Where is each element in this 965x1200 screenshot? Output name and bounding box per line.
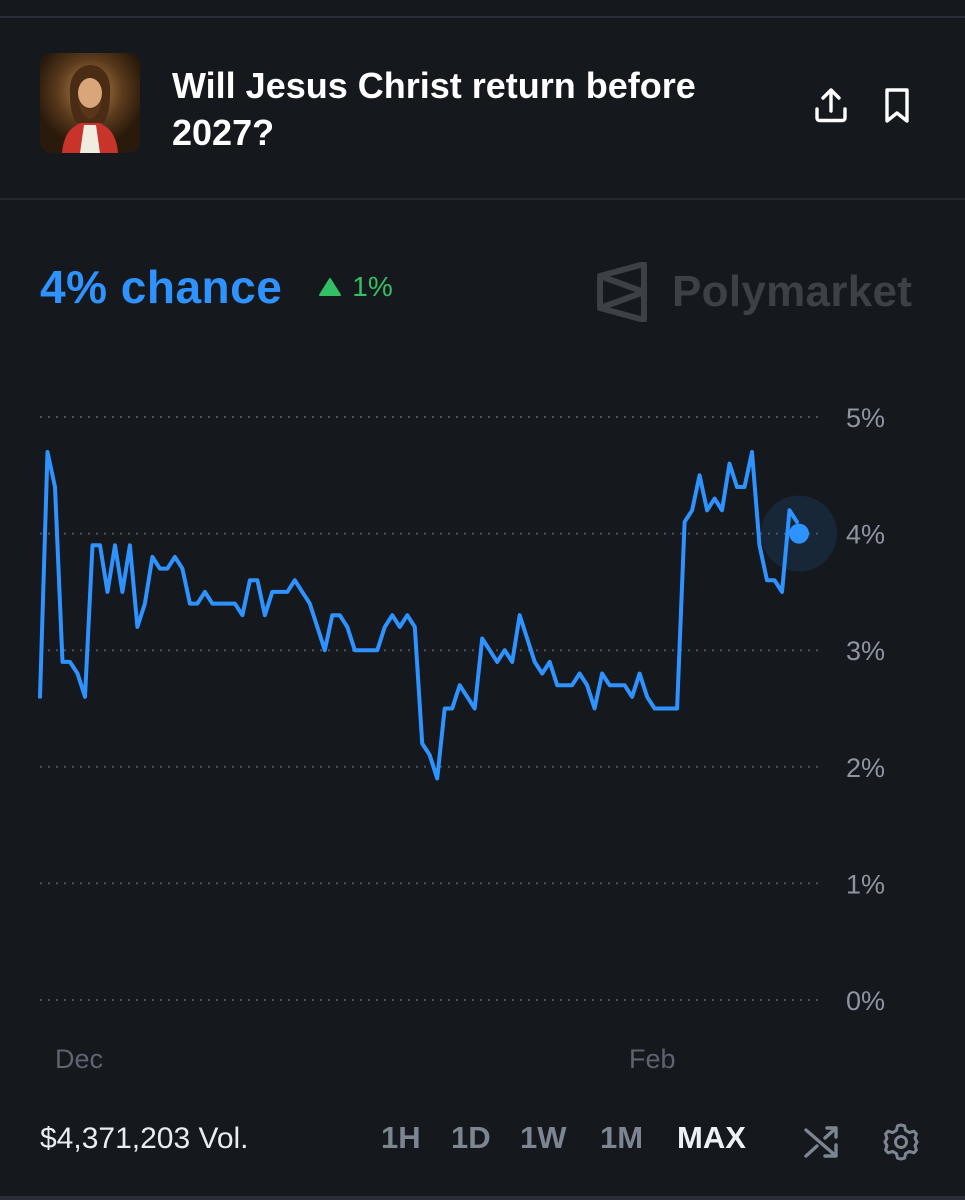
polymarket-logo-icon <box>597 262 647 322</box>
volume-label: $4,371,203 Vol. <box>40 1122 249 1155</box>
range-1w-button[interactable]: 1W <box>520 1120 567 1155</box>
share-icon <box>815 88 847 123</box>
triangle-up-icon <box>319 278 342 296</box>
range-1d-button[interactable]: 1D <box>451 1120 491 1155</box>
chance-value: 4% chance <box>40 261 283 313</box>
y-tick-label: 4% <box>846 520 885 550</box>
bookmark-button[interactable] <box>872 80 922 130</box>
settings-button[interactable] <box>879 1120 923 1164</box>
series-line <box>38 450 799 781</box>
gear-icon <box>883 1123 919 1161</box>
share-button[interactable] <box>806 80 856 130</box>
y-tick-label: 5% <box>846 403 885 433</box>
market-thumbnail <box>40 53 140 153</box>
top-divider <box>0 16 965 18</box>
y-tick-label: 3% <box>846 636 885 666</box>
market-header: Will Jesus Christ return before 2027? <box>0 18 965 200</box>
market-title: Will Jesus Christ return before 2027? <box>172 65 696 153</box>
shuffle-icon <box>804 1126 838 1158</box>
range-1h-button[interactable]: 1H <box>381 1120 421 1155</box>
range-max-button[interactable]: MAX <box>677 1120 746 1155</box>
chance-change-value: 1% <box>352 271 393 302</box>
chance-change: 1% <box>318 271 393 303</box>
bookmark-icon <box>885 88 909 123</box>
chart-footer: $4,371,203 Vol. 1H 1D 1W 1M MAX <box>0 1110 965 1174</box>
shuffle-button[interactable] <box>799 1120 843 1164</box>
chance-summary: 4% chance 1% <box>40 255 393 319</box>
price-chart-svg[interactable]: 5% 4% 3% 2% 1% 0% Dec Feb <box>0 380 965 1080</box>
y-tick-label: 0% <box>846 986 885 1016</box>
y-tick-label: 2% <box>846 753 885 783</box>
y-tick-label: 1% <box>846 869 885 899</box>
current-point <box>789 523 809 544</box>
polymarket-watermark: Polymarket <box>596 262 912 322</box>
x-tick-label: Feb <box>629 1044 676 1074</box>
polymarket-wordmark: Polymarket <box>672 267 913 316</box>
range-1m-button[interactable]: 1M <box>600 1120 644 1155</box>
bottom-divider <box>0 1196 965 1200</box>
price-chart[interactable]: 5% 4% 3% 2% 1% 0% Dec Feb <box>0 380 965 1080</box>
x-tick-label: Dec <box>55 1044 103 1074</box>
portrait-image <box>40 53 140 153</box>
